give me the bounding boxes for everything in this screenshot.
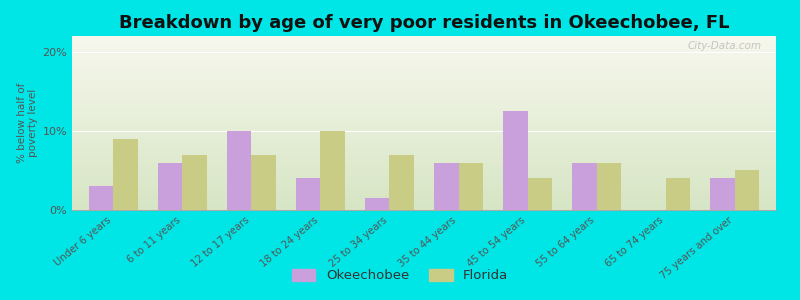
- Bar: [710, 178, 734, 210]
- Y-axis label: % below half of
poverty level: % below half of poverty level: [17, 83, 38, 163]
- Bar: [251, 154, 276, 210]
- Bar: [597, 163, 621, 210]
- Bar: [390, 154, 414, 210]
- Bar: [458, 163, 482, 210]
- Text: City-Data.com: City-Data.com: [688, 41, 762, 51]
- Bar: [434, 163, 458, 210]
- Title: Breakdown by age of very poor residents in Okeechobee, FL: Breakdown by age of very poor residents …: [118, 14, 730, 32]
- Bar: [366, 198, 390, 210]
- Bar: [227, 131, 251, 210]
- Bar: [734, 170, 758, 210]
- Bar: [296, 178, 321, 210]
- Bar: [114, 139, 138, 210]
- Bar: [503, 111, 527, 210]
- Bar: [182, 154, 206, 210]
- Bar: [666, 178, 690, 210]
- Bar: [572, 163, 597, 210]
- Bar: [527, 178, 552, 210]
- Bar: [321, 131, 345, 210]
- Bar: [90, 186, 114, 210]
- Bar: [158, 163, 182, 210]
- Legend: Okeechobee, Florida: Okeechobee, Florida: [286, 263, 514, 287]
